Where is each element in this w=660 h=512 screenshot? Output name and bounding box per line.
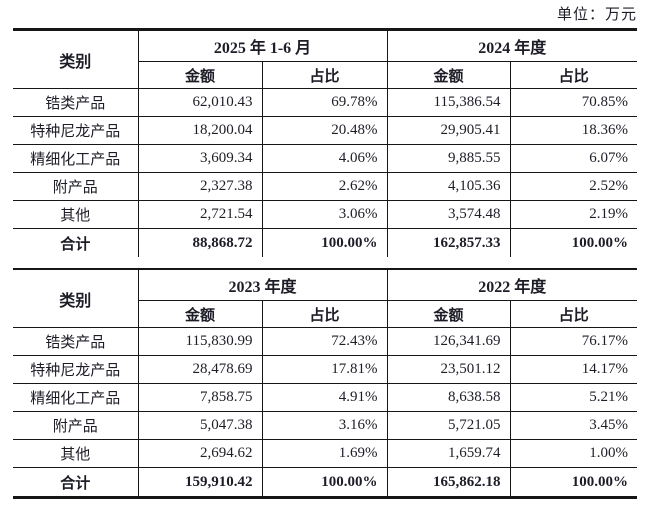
ratio-cell: 20.48% xyxy=(261,116,388,145)
amount-cell: 18,200.04 xyxy=(137,116,263,145)
ratio-cell: 4.06% xyxy=(261,144,388,173)
category-cell: 精细化工产品 xyxy=(13,383,139,412)
table-row: 附产品 2,327.38 2.62% 4,105.36 2.52% xyxy=(13,172,638,201)
ratio-cell: 4.91% xyxy=(261,383,388,412)
table-row: 特种尼龙产品 18,200.04 20.48% 29,905.41 18.36% xyxy=(13,116,638,145)
ratio-cell: 3.45% xyxy=(509,411,638,440)
ratio-cell: 76.17% xyxy=(509,327,638,356)
unit-label: 单位：万元 xyxy=(556,7,637,23)
ratio-cell: 2.52% xyxy=(509,172,638,201)
table-row: 精细化工产品 3,609.34 4.06% 9,885.55 6.07% xyxy=(13,144,638,173)
category-cell: 精细化工产品 xyxy=(13,144,139,173)
amount-header: 金额 xyxy=(386,300,511,328)
table-row: 其他 2,694.62 1.69% 1,659.74 1.00% xyxy=(13,439,638,468)
period-header-2022: 2022 年度 xyxy=(386,268,638,301)
table-row: 附产品 5,047.38 3.16% 5,721.05 3.45% xyxy=(13,411,638,440)
ratio-cell: 70.85% xyxy=(509,88,638,117)
ratio-header: 占比 xyxy=(261,300,388,328)
amount-cell: 1,659.74 xyxy=(386,439,511,468)
subheader-row: 金额 占比 金额 占比 xyxy=(13,300,638,328)
revenue-table-2023-2022: 类别 2023 年度 2022 年度 金额 占比 金额 占比 锆类产品 115,… xyxy=(13,268,638,499)
amount-header: 金额 xyxy=(138,61,263,89)
period-header-row: 类别 2023 年度 2022 年度 xyxy=(13,268,638,328)
ratio-cell: 14.17% xyxy=(509,355,638,384)
period-header-2023: 2023 年度 xyxy=(137,268,388,301)
amount-header: 金额 xyxy=(386,61,511,89)
ratio-header: 占比 xyxy=(509,300,638,328)
category-header: 类别 xyxy=(13,268,139,328)
category-cell: 附产品 xyxy=(13,411,139,440)
category-cell: 特种尼龙产品 xyxy=(13,355,139,384)
amount-cell: 3,574.48 xyxy=(386,200,511,229)
total-label: 合计 xyxy=(13,467,139,498)
amount-cell: 7,858.75 xyxy=(137,383,263,412)
revenue-table-2025-2024: 类别 2025 年 1-6 月 2024 年度 金额 占比 金额 占比 锆类产品… xyxy=(13,28,638,257)
amount-cell: 4,105.36 xyxy=(386,172,511,201)
ratio-cell: 6.07% xyxy=(509,144,638,173)
ratio-header: 占比 xyxy=(261,61,388,89)
amount-cell: 3,609.34 xyxy=(137,144,263,173)
table-row: 特种尼龙产品 28,478.69 17.81% 23,501.12 14.17% xyxy=(13,355,638,384)
total-ratio-cell: 100.00% xyxy=(261,228,388,257)
amount-cell: 9,885.55 xyxy=(386,144,511,173)
amount-cell: 2,694.62 xyxy=(137,439,263,468)
category-cell: 其他 xyxy=(13,200,139,229)
period-header-2024: 2024 年度 xyxy=(386,29,638,62)
total-label: 合计 xyxy=(13,228,139,257)
ratio-cell: 2.19% xyxy=(509,200,638,229)
table-row: 精细化工产品 7,858.75 4.91% 8,638.58 5.21% xyxy=(13,383,638,412)
ratio-header: 占比 xyxy=(509,61,638,89)
amount-cell: 8,638.58 xyxy=(386,383,511,412)
amount-cell: 115,830.99 xyxy=(137,327,263,356)
total-row: 合计 159,910.42 100.00% 165,862.18 100.00% xyxy=(13,467,638,498)
amount-cell: 2,721.54 xyxy=(137,200,263,229)
table-row: 锆类产品 115,830.99 72.43% 126,341.69 76.17% xyxy=(13,327,638,356)
ratio-cell: 3.16% xyxy=(261,411,388,440)
total-row: 合计 88,868.72 100.00% 162,857.33 100.00% xyxy=(13,228,638,257)
table-row: 其他 2,721.54 3.06% 3,574.48 2.19% xyxy=(13,200,638,229)
total-ratio-cell: 100.00% xyxy=(509,228,638,257)
amount-cell: 29,905.41 xyxy=(386,116,511,145)
category-cell: 锆类产品 xyxy=(13,88,139,117)
category-cell: 其他 xyxy=(13,439,139,468)
amount-cell: 28,478.69 xyxy=(137,355,263,384)
category-cell: 特种尼龙产品 xyxy=(13,116,139,145)
category-cell: 附产品 xyxy=(13,172,139,201)
total-amount-cell: 88,868.72 xyxy=(137,228,263,257)
total-amount-cell: 159,910.42 xyxy=(137,467,263,498)
total-ratio-cell: 100.00% xyxy=(509,467,638,498)
ratio-cell: 18.36% xyxy=(509,116,638,145)
total-amount-cell: 162,857.33 xyxy=(386,228,511,257)
ratio-cell: 3.06% xyxy=(261,200,388,229)
amount-cell: 5,721.05 xyxy=(386,411,511,440)
amount-cell: 5,047.38 xyxy=(137,411,263,440)
ratio-cell: 17.81% xyxy=(261,355,388,384)
ratio-cell: 2.62% xyxy=(261,172,388,201)
period-header-row: 类别 2025 年 1-6 月 2024 年度 xyxy=(13,29,638,89)
amount-cell: 126,341.69 xyxy=(386,327,511,356)
amount-cell: 23,501.12 xyxy=(386,355,511,384)
category-header: 类别 xyxy=(13,29,139,89)
ratio-cell: 5.21% xyxy=(509,383,638,412)
total-amount-cell: 165,862.18 xyxy=(386,467,511,498)
total-ratio-cell: 100.00% xyxy=(261,467,388,498)
amount-header: 金额 xyxy=(138,300,263,328)
ratio-cell: 1.69% xyxy=(261,439,388,468)
amount-cell: 2,327.38 xyxy=(137,172,263,201)
amount-cell: 115,386.54 xyxy=(386,88,511,117)
ratio-cell: 69.78% xyxy=(261,88,388,117)
category-cell: 锆类产品 xyxy=(13,327,139,356)
ratio-cell: 1.00% xyxy=(509,439,638,468)
ratio-cell: 72.43% xyxy=(261,327,388,356)
table-row: 锆类产品 62,010.43 69.78% 115,386.54 70.85% xyxy=(13,88,638,117)
period-header-2025: 2025 年 1-6 月 xyxy=(137,29,388,62)
amount-cell: 62,010.43 xyxy=(137,88,263,117)
